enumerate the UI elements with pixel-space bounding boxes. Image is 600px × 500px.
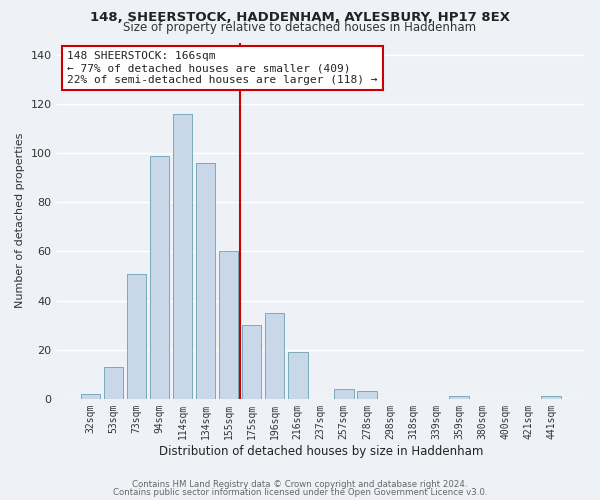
Y-axis label: Number of detached properties: Number of detached properties xyxy=(15,133,25,308)
Bar xyxy=(242,325,262,399)
Bar xyxy=(196,163,215,399)
Bar xyxy=(219,252,238,399)
Bar xyxy=(288,352,308,399)
Text: Size of property relative to detached houses in Haddenham: Size of property relative to detached ho… xyxy=(124,21,476,34)
Bar xyxy=(80,394,100,399)
Bar xyxy=(173,114,193,399)
Bar xyxy=(449,396,469,399)
Text: Contains public sector information licensed under the Open Government Licence v3: Contains public sector information licen… xyxy=(113,488,487,497)
Text: Contains HM Land Registry data © Crown copyright and database right 2024.: Contains HM Land Registry data © Crown c… xyxy=(132,480,468,489)
Bar xyxy=(127,274,146,399)
Bar xyxy=(334,389,353,399)
Bar xyxy=(541,396,561,399)
Text: 148 SHEERSTOCK: 166sqm
← 77% of detached houses are smaller (409)
22% of semi-de: 148 SHEERSTOCK: 166sqm ← 77% of detached… xyxy=(67,52,377,84)
Bar xyxy=(104,367,123,399)
X-axis label: Distribution of detached houses by size in Haddenham: Distribution of detached houses by size … xyxy=(158,444,483,458)
Bar xyxy=(357,392,377,399)
Bar xyxy=(149,156,169,399)
Text: 148, SHEERSTOCK, HADDENHAM, AYLESBURY, HP17 8EX: 148, SHEERSTOCK, HADDENHAM, AYLESBURY, H… xyxy=(90,11,510,24)
Bar xyxy=(265,313,284,399)
